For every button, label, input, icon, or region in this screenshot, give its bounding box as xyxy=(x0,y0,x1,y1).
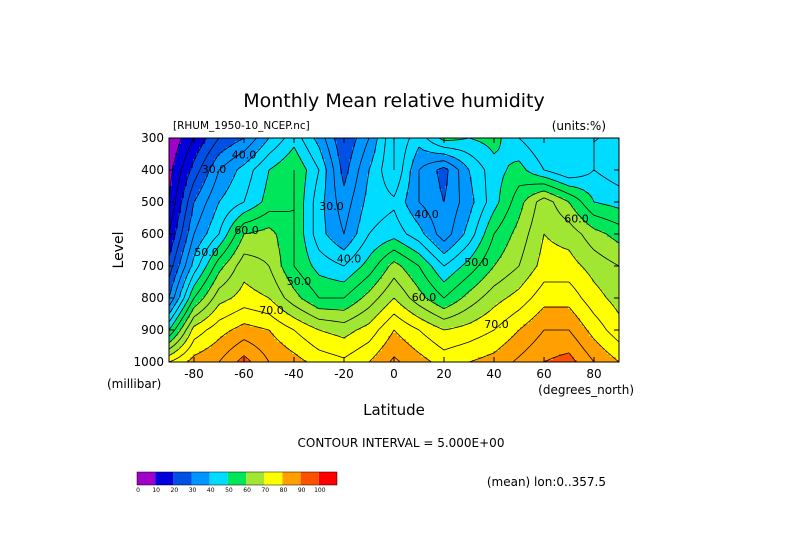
contour-line xyxy=(168,137,620,323)
contour-interval-text: CONTOUR INTERVAL = 5.000E+00 xyxy=(298,436,505,450)
x-tick-label: -60 xyxy=(234,367,254,381)
contour-line xyxy=(218,329,595,363)
x-tick-label: 0 xyxy=(390,367,398,381)
contour-fill xyxy=(169,138,620,363)
contour-lines xyxy=(168,137,620,363)
contour-line xyxy=(168,137,449,299)
colorbar-tick-label: 80 xyxy=(280,487,288,494)
contour-line xyxy=(186,306,620,363)
colorbar: 0 10 20 30 40 50 60 70 80 90 100 xyxy=(136,471,338,494)
colorbar-swatch xyxy=(209,472,228,485)
contour-line xyxy=(168,233,620,356)
contour-line xyxy=(168,137,195,235)
x-axis-units: (degrees_north) xyxy=(538,383,634,397)
contour-value-label: 70.0 xyxy=(484,318,509,331)
contour-value-label: 70.0 xyxy=(259,304,284,317)
colorbar-tick-label: 100 xyxy=(314,487,326,494)
x-tick-label: 60 xyxy=(536,367,551,381)
y-axis-units: (millibar) xyxy=(107,377,161,391)
contour-value-label: 50.0 xyxy=(194,246,219,259)
contour-value-label: 40.0 xyxy=(414,208,439,221)
y-tick-label: 300 xyxy=(141,131,164,145)
colorbar-tick-label: 40 xyxy=(207,487,215,494)
y-axis-label: Level xyxy=(111,232,127,269)
colorbar-tick-label: 90 xyxy=(298,487,306,494)
colorbar-swatch xyxy=(137,472,156,485)
contour-value-label: 60.0 xyxy=(564,213,589,226)
contour-line xyxy=(168,197,620,350)
colorbar-tick-label: 20 xyxy=(171,487,179,494)
contour-labels: 30.0 40.0 50.0 60.0 70.0 50.0 40.0 30.0 40.0 60.0… xyxy=(194,149,589,332)
plot-area xyxy=(168,137,620,363)
y-tick-label: 400 xyxy=(141,163,164,177)
contour-line xyxy=(168,190,620,344)
colorbar-tick-label: 70 xyxy=(261,487,269,494)
contour-value-label: 40.0 xyxy=(232,149,257,162)
colorbar-swatch xyxy=(282,472,301,485)
contour-line xyxy=(168,137,460,307)
x-tick-label: 80 xyxy=(586,367,601,381)
y-tick-label: 1000 xyxy=(133,355,164,369)
contour-line xyxy=(168,281,620,363)
colorbar-swatch xyxy=(155,472,174,485)
x-axis-label: Latitude xyxy=(363,401,425,419)
colorbar-swatch xyxy=(227,472,247,485)
units-label: (units:%) xyxy=(552,119,606,133)
colorbar-frame xyxy=(136,471,338,486)
colorbar-swatch xyxy=(318,472,337,485)
contour-line xyxy=(168,137,475,315)
contour-line xyxy=(168,170,620,337)
x-tick-label: -20 xyxy=(334,367,354,381)
x-tick-label: 20 xyxy=(436,367,451,381)
y-tick-label: 500 xyxy=(141,195,164,209)
y-axis: 300 400 500 600 700 800 900 1000 xyxy=(133,131,619,369)
contour-line xyxy=(168,137,220,279)
contour-value-label: 60.0 xyxy=(234,224,259,237)
contour-line xyxy=(236,352,577,363)
contour-value-label: 50.0 xyxy=(287,275,312,288)
footer-text: (mean) lon:0..357.5 xyxy=(487,475,606,489)
y-tick-label: 800 xyxy=(141,291,164,305)
contour-value-label: 30.0 xyxy=(319,200,344,213)
colorbar-swatch xyxy=(191,472,210,485)
x-axis: -80 -60 -40 -20 0 20 40 60 80 xyxy=(184,138,602,381)
y-tick-label: 600 xyxy=(141,227,164,241)
colorbar-tick-label: 60 xyxy=(243,487,251,494)
y-tick-label: 900 xyxy=(141,323,164,337)
colorbar-tick-label: 30 xyxy=(189,487,197,494)
colorbar-tick-label: 10 xyxy=(152,487,160,494)
colorbar-swatch xyxy=(173,472,192,485)
colorbar-swatch xyxy=(246,472,265,485)
colorbar-tick-label: 0 xyxy=(136,487,140,494)
contour-value-label: 50.0 xyxy=(464,256,489,269)
x-tick-label: -40 xyxy=(284,367,304,381)
contour-value-label: 30.0 xyxy=(202,163,227,176)
y-tick-label: 700 xyxy=(141,259,164,273)
chart-title: Monthly Mean relative humidity xyxy=(243,90,545,112)
x-tick-label: -80 xyxy=(184,367,204,381)
colorbar-swatch xyxy=(264,472,283,485)
contour-line xyxy=(168,137,207,258)
contour-value-label: 40.0 xyxy=(337,253,362,266)
dataset-label: [RHUM_1950-10_NCEP.nc] xyxy=(173,120,310,132)
colorbar-tick-label: 50 xyxy=(225,487,233,494)
colorbar-swatch xyxy=(300,472,319,485)
contour-value-label: 60.0 xyxy=(412,291,437,304)
x-tick-label: 40 xyxy=(486,367,501,381)
